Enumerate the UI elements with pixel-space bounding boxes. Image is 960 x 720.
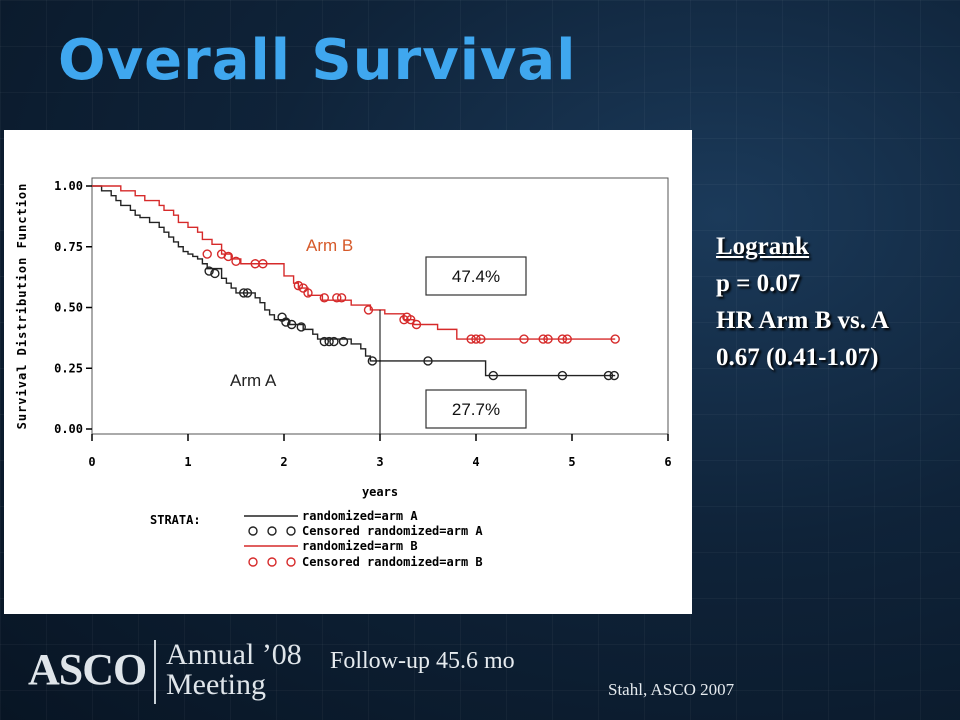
arm-b-censor-mark (406, 314, 416, 325)
x-tick-label: 4 (472, 455, 479, 469)
legend-entry: Censored randomized=arm A (302, 524, 483, 538)
x-axis-label: years (362, 485, 398, 499)
arm-b-censor-mark (336, 293, 347, 303)
annotation-arm-a-3yr: 27.7% (452, 400, 500, 419)
legend-censor-swatch (248, 526, 258, 536)
x-tick-label: 5 (568, 455, 575, 469)
arm-a-survival-curve (92, 185, 616, 377)
arm-b-censor-mark (231, 256, 241, 267)
legend-censor-swatch (286, 526, 296, 536)
arm-a-censor-mark (329, 336, 339, 347)
arm-a-censor-mark (210, 268, 220, 279)
y-tick-label: 1.00 (54, 179, 83, 193)
arm-b-censor-mark (476, 334, 486, 344)
annotation-box-arm-b (425, 256, 527, 296)
arm-a-censor-mark (324, 336, 334, 347)
arm-b-censor-mark (411, 319, 422, 330)
logrank-label: Logrank (716, 233, 810, 260)
x-tick-label: 0 (88, 455, 95, 469)
stats-panel: Logrank p = 0.07 HR Arm B vs. A 0.67 (0.… (716, 228, 889, 376)
x-tick-label: 3 (376, 455, 383, 469)
x-tick-label: 6 (664, 455, 671, 469)
asco-logo-text: ASCO (28, 645, 147, 694)
arm-a-censor-mark (281, 317, 291, 327)
arm-a-censor-mark (557, 370, 568, 381)
arm-b-censor-mark (293, 280, 304, 291)
arm-b-censor-mark (610, 334, 620, 344)
arm-b-censor-mark (258, 259, 268, 269)
plot-panel: 0.00 0.25 0.50 0.75 1.00 0 1 2 3 4 5 6 Survival Dist… (4, 130, 692, 614)
legend-entry: Censored randomized=arm B (302, 555, 483, 569)
arm-a-label: Arm A (230, 371, 277, 390)
meeting-logo-text: Annual ’08 Meeting (166, 638, 302, 701)
legend-entry: randomized=arm B (302, 539, 418, 553)
arm-b-censor-mark (363, 305, 374, 315)
arm-b-label: Arm B (306, 236, 353, 255)
arm-b-censor-mark (543, 334, 553, 344)
arm-a-censor-mark (367, 356, 378, 366)
legend-censor-swatch (267, 557, 277, 567)
y-tick-label: 0.75 (54, 240, 83, 254)
annotation-arm-b-3yr: 47.4% (452, 267, 500, 286)
arm-a-censor-mark (319, 336, 330, 347)
arm-b-survival-curve (92, 185, 616, 340)
x-tick-label: 2 (280, 455, 287, 469)
arm-b-censor-mark (223, 251, 234, 262)
arm-b-censor-mark (466, 334, 476, 344)
legend-censor-swatch (267, 526, 277, 536)
annotation-box-arm-a (425, 389, 527, 429)
arm-b-censor-mark (202, 249, 212, 259)
arm-a-censor-mark (488, 370, 498, 381)
arm-b-censor-mark (519, 334, 529, 344)
arm-a-censor-mark (242, 288, 253, 298)
arm-b-censor-mark (298, 283, 308, 293)
logo-divider (154, 640, 156, 704)
arm-a-censor-mark (238, 288, 249, 298)
arm-b-censor-mark (471, 334, 481, 344)
hazard-ratio-label: HR Arm B vs. A (716, 307, 889, 334)
followup-text: Follow-up 45.6 mo (330, 648, 515, 674)
legend-censor-swatch (286, 557, 296, 567)
arm-b-censor-mark (538, 334, 548, 344)
slide-title: Overall Survival (58, 28, 577, 93)
arm-b-censor-mark (319, 293, 330, 303)
arm-a-censor-mark (338, 336, 349, 347)
arm-b-censor-mark (562, 334, 572, 344)
legend-title: STRATA: (150, 513, 201, 527)
x-tick-label: 1 (184, 455, 191, 469)
arm-a-censor-mark (296, 322, 306, 332)
arm-a-censor-mark (204, 266, 214, 276)
y-tick-label: 0.00 (54, 422, 83, 436)
km-chart: 0.00 0.25 0.50 0.75 1.00 0 1 2 3 4 5 6 Survival Dist… (15, 177, 672, 569)
p-value: p = 0.07 (716, 270, 801, 297)
arm-b-censor-mark (303, 288, 313, 298)
arm-a-censor-mark (603, 370, 614, 381)
arm-b-censor-mark (399, 314, 409, 325)
legend-entry: randomized=arm A (302, 509, 418, 523)
y-tick-label: 0.25 (54, 361, 83, 375)
y-axis-label: Survival Distribution Function (15, 183, 29, 430)
legend-censor-swatch (248, 557, 258, 567)
arm-a-censor-mark (609, 370, 619, 381)
arm-b-censor-mark (332, 293, 342, 303)
arm-b-censor-mark (557, 334, 568, 344)
hazard-ratio-value: 0.67 (0.41-1.07) (716, 344, 879, 371)
arm-a-censor-mark (423, 356, 433, 366)
arm-a-censor-mark (286, 319, 297, 330)
citation-text: Stahl, ASCO 2007 (608, 680, 735, 699)
y-tick-label: 0.50 (54, 301, 83, 315)
